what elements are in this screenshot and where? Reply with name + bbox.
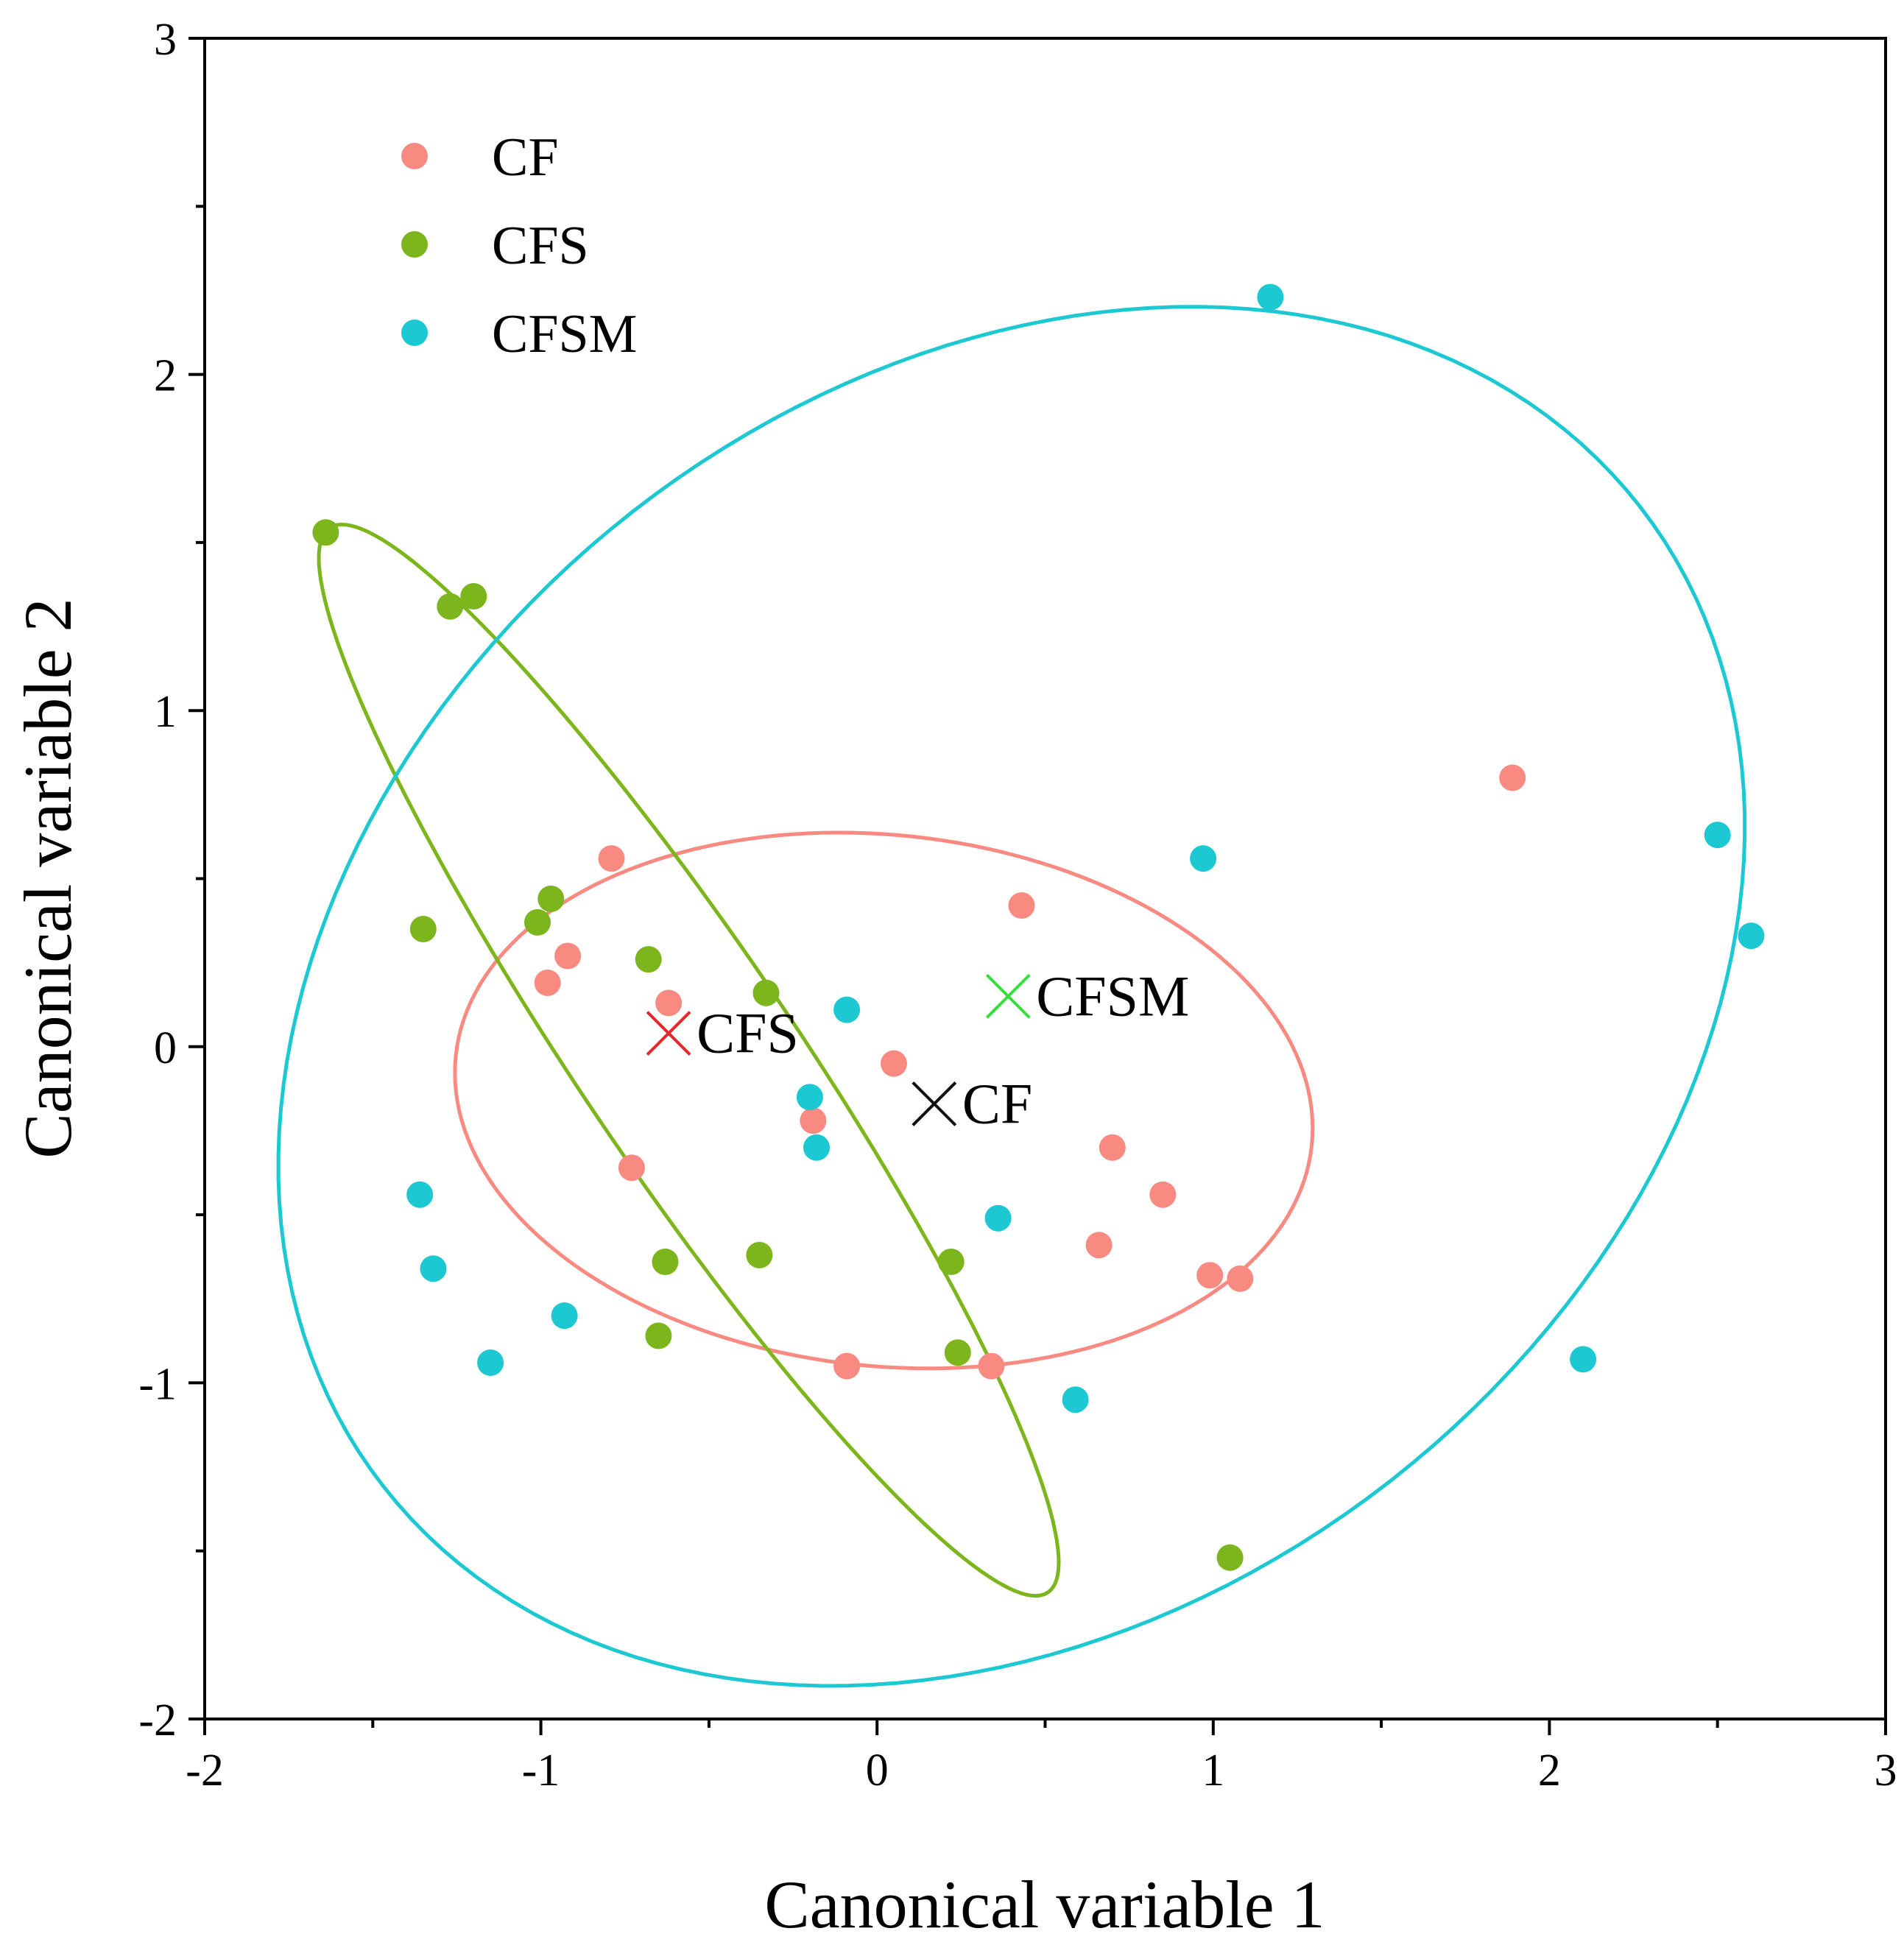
- cfs-point: [1216, 1544, 1244, 1571]
- cfs-point: [437, 593, 464, 620]
- cf-centroid-label: CF: [962, 1071, 1032, 1135]
- cf-point: [1149, 1181, 1177, 1208]
- cfsm-point: [1257, 283, 1284, 311]
- y-tick-label: 0: [154, 1023, 177, 1073]
- cf-point: [534, 970, 561, 996]
- cf-point: [1227, 1265, 1254, 1292]
- cf-legend-label: CF: [492, 127, 559, 188]
- cf-point: [881, 1050, 907, 1077]
- ticks-layer: -2 -1 0 1 2 3 -2 -1 0 1 2 3: [138, 15, 1897, 1796]
- y-tick-label: 2: [154, 351, 177, 401]
- cfsm-point: [984, 1204, 1012, 1232]
- cfs-point: [752, 979, 780, 1006]
- cf-point: [1196, 1262, 1224, 1289]
- cfsm-point: [1738, 922, 1765, 950]
- x-tick-label: 3: [1875, 1745, 1897, 1796]
- cfsm-point: [1570, 1346, 1597, 1373]
- cfs-point: [537, 885, 565, 912]
- cfsm-point: [1704, 822, 1731, 849]
- cfs-point: [937, 1249, 965, 1275]
- x-tick-label: 1: [1202, 1745, 1224, 1796]
- x-tick-label: 2: [1538, 1745, 1561, 1796]
- cfs-legend-marker: [401, 231, 428, 258]
- y-tick-label: 1: [154, 687, 177, 737]
- cf-confidence-ellipse: [453, 830, 1315, 1371]
- cfsm-point: [1190, 845, 1217, 872]
- cfsm-point: [833, 996, 861, 1023]
- cf-point: [1099, 1134, 1126, 1161]
- x-tick-label: 0: [866, 1745, 889, 1796]
- cf-point: [833, 1352, 861, 1380]
- cf-point: [1085, 1232, 1113, 1259]
- cfs-point: [645, 1322, 672, 1349]
- cfsm-centroid: CFSM: [985, 964, 1189, 1028]
- cf-legend-marker: [401, 143, 428, 169]
- cfs-point: [524, 908, 551, 936]
- x-tick-label: -2: [186, 1745, 224, 1796]
- cfs-centroid-label: CFS: [697, 1001, 799, 1065]
- y-tick-label: -1: [138, 1359, 177, 1409]
- cf-centroid: CF: [912, 1071, 1032, 1135]
- cf-point: [978, 1352, 1005, 1380]
- cf-point: [800, 1107, 827, 1134]
- cfs-point: [635, 946, 662, 973]
- cfs-point: [652, 1249, 679, 1275]
- cfs-point: [409, 916, 437, 942]
- cf-point: [598, 845, 625, 872]
- cfsm-legend-label: CFSM: [492, 304, 637, 364]
- centroid-marker-stroke: [646, 1011, 691, 1056]
- ellipses-layer: [276, 305, 1747, 1688]
- centroid-marker-stroke: [912, 1081, 957, 1126]
- cf-point: [655, 989, 683, 1017]
- points-layer: [312, 283, 1765, 1571]
- legend: CF CFS CFSM: [401, 127, 637, 364]
- cfsm-legend-marker: [401, 320, 428, 346]
- cfsm-point: [1062, 1386, 1089, 1413]
- y-axis-title: Canonical variable 2: [10, 598, 85, 1158]
- cf-point: [618, 1154, 645, 1182]
- plot-frame: [203, 37, 1887, 1720]
- x-axis-title: Canonical variable 1: [764, 1867, 1325, 1942]
- y-tick-label: -2: [138, 1695, 177, 1745]
- cfs-legend-label: CFS: [492, 216, 589, 276]
- centroid-marker-stroke: [985, 973, 1031, 1019]
- cfs-centroid: CFS: [646, 1001, 799, 1065]
- x-tick-label: -1: [522, 1745, 560, 1796]
- cf-point: [1008, 892, 1035, 919]
- cfsm-point: [803, 1134, 830, 1161]
- cfsm-confidence-ellipse: [276, 305, 1747, 1688]
- cfs-point: [746, 1241, 773, 1268]
- cfs-confidence-ellipse: [317, 522, 1061, 1598]
- cfsm-point: [420, 1255, 447, 1282]
- cfs-point: [460, 583, 487, 610]
- cfsm-point: [551, 1302, 578, 1330]
- cfsm-centroid-label: CFSM: [1036, 964, 1189, 1028]
- cfsm-point: [477, 1349, 504, 1376]
- y-tick-label: 3: [154, 15, 177, 65]
- cfs-point: [944, 1339, 971, 1366]
- cfsm-point: [796, 1084, 823, 1111]
- cf-point: [1499, 764, 1526, 791]
- cfsm-point: [406, 1181, 434, 1208]
- cfs-point: [312, 519, 339, 546]
- cf-point: [554, 942, 582, 970]
